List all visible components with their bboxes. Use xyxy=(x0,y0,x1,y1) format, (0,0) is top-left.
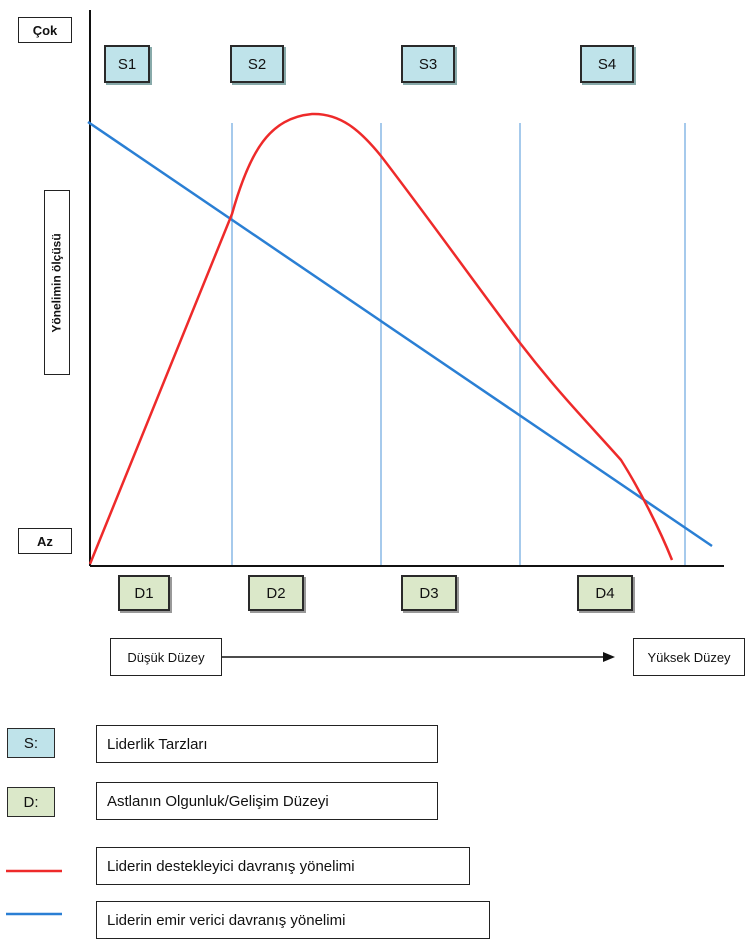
y-axis-title-text: Yönelimin ölçüsü xyxy=(50,232,65,333)
y-top-label: Çok xyxy=(18,17,72,43)
y-axis-title: Yönelimin ölçüsü xyxy=(44,190,70,375)
directive-behavior-line xyxy=(87,120,713,548)
level-box-d3: D3 xyxy=(401,575,457,611)
arrow-right-head xyxy=(603,652,615,662)
high-level-label: Yüksek Düzey xyxy=(633,638,745,676)
legend-s-text: Liderlik Tarzları xyxy=(96,725,438,763)
legend-blue-text: Liderin emir verici davranış yönelimi xyxy=(96,901,490,939)
level-box-d2: D2 xyxy=(248,575,304,611)
legend-d-key: D: xyxy=(7,787,55,817)
style-box-s1: S1 xyxy=(104,45,150,83)
level-box-d4: D4 xyxy=(577,575,633,611)
style-box-s4: S4 xyxy=(580,45,634,83)
legend-d-text: Astlanın Olgunluk/Gelişim Düzeyi xyxy=(96,782,438,820)
style-box-s2: S2 xyxy=(230,45,284,83)
legend-red-text: Liderin destekleyici davranış yönelimi xyxy=(96,847,470,885)
style-box-s3: S3 xyxy=(401,45,455,83)
low-level-label: Düşük Düzey xyxy=(110,638,222,676)
level-box-d1: D1 xyxy=(118,575,170,611)
legend-s-key: S: xyxy=(7,728,55,758)
y-bottom-label: Az xyxy=(18,528,72,554)
supportive-behavior-curve xyxy=(88,112,674,565)
